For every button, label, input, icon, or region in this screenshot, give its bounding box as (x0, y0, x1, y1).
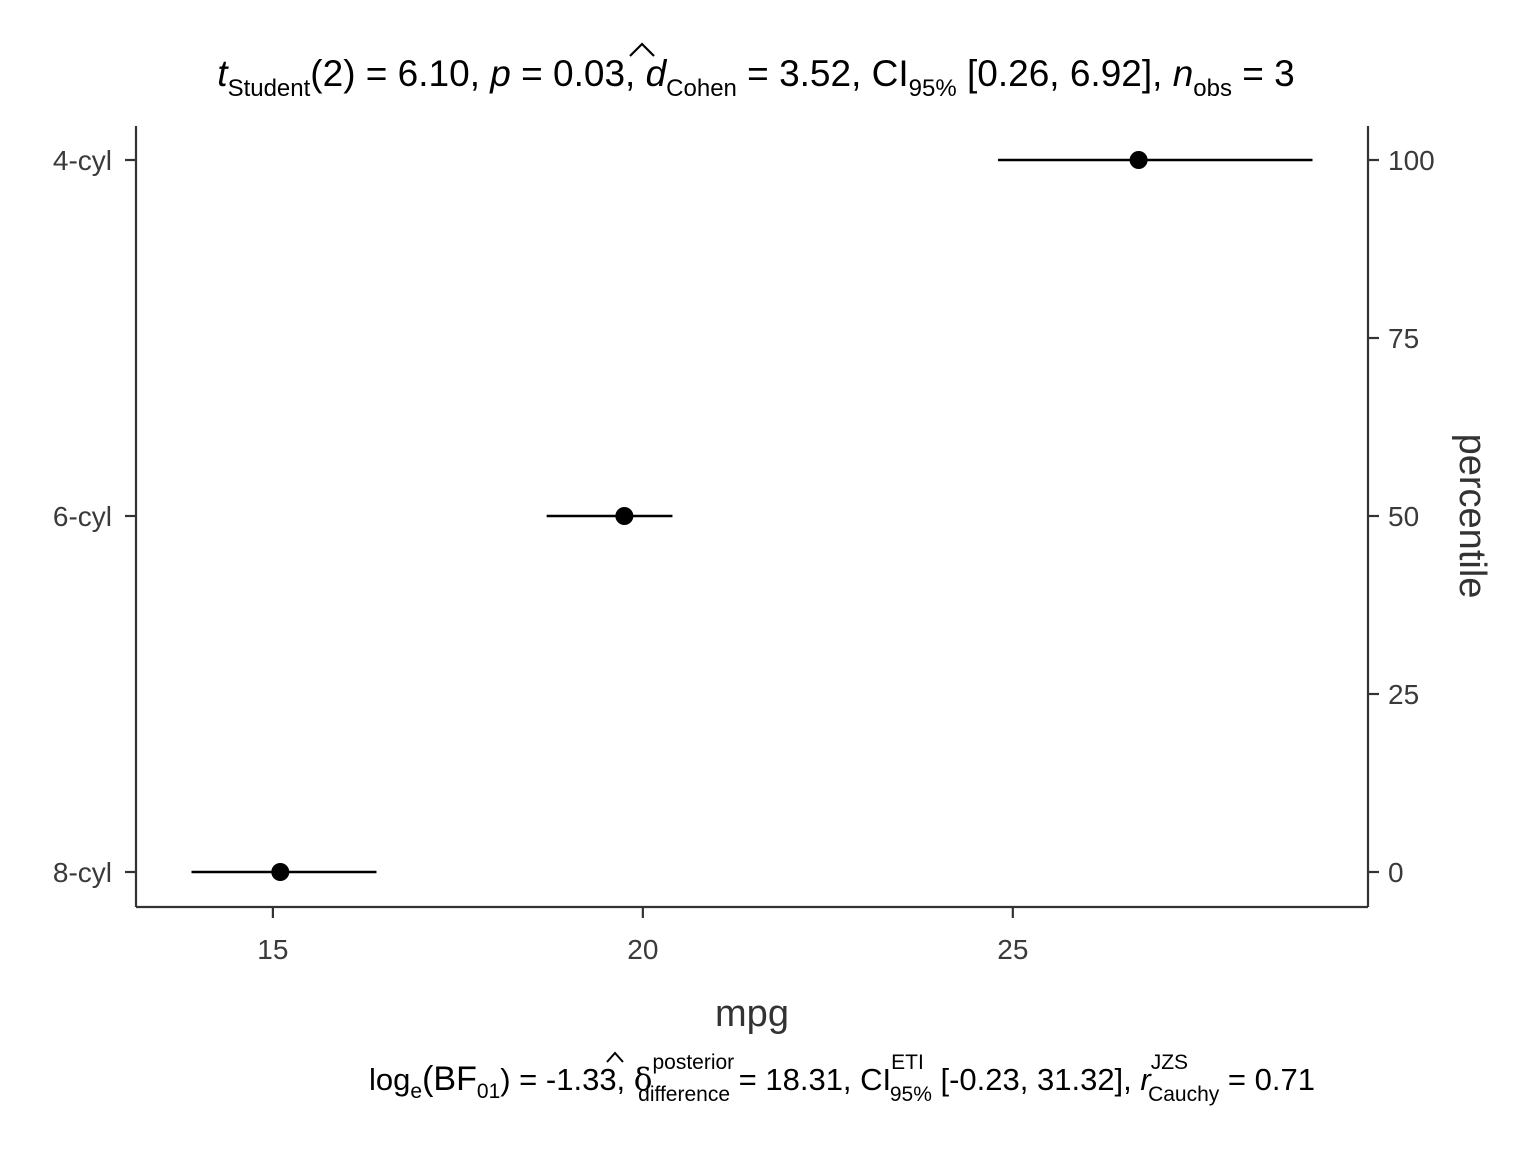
x-tick-label: 20 (627, 934, 658, 965)
y-tick-label: 6-cyl (53, 501, 112, 532)
axes: 4-cyl 6-cyl 8-cyl 0 25 50 75 100 15 20 25 (53, 126, 1435, 965)
delta-hat-accent (606, 1051, 624, 1063)
data-marks (191, 151, 1313, 881)
y-tick-label: 4-cyl (53, 145, 112, 176)
y-tick-label: 8-cyl (53, 857, 112, 888)
x-axis-title: mpg (715, 993, 789, 1035)
chart-title: tStudent(2) = 6.10, p = 0.03, dCohen = 3… (217, 53, 1294, 102)
right-tick-label: 0 (1388, 857, 1404, 888)
point-8-cyl (271, 863, 290, 881)
right-tick-label: 25 (1388, 679, 1419, 710)
hat-accent (629, 42, 655, 57)
right-tick-label: 75 (1388, 323, 1419, 354)
chart-caption: loge(BF01) = -1.33, δposterior difference… (369, 1051, 1315, 1106)
right-tick-label: 100 (1388, 145, 1435, 176)
point-4-cyl (1129, 151, 1148, 169)
x-tick-label: 25 (997, 934, 1028, 965)
right-axis-title: percentile (1451, 434, 1493, 599)
point-6-cyl (615, 507, 634, 525)
right-tick-label: 50 (1388, 501, 1419, 532)
x-tick-label: 15 (257, 934, 288, 965)
